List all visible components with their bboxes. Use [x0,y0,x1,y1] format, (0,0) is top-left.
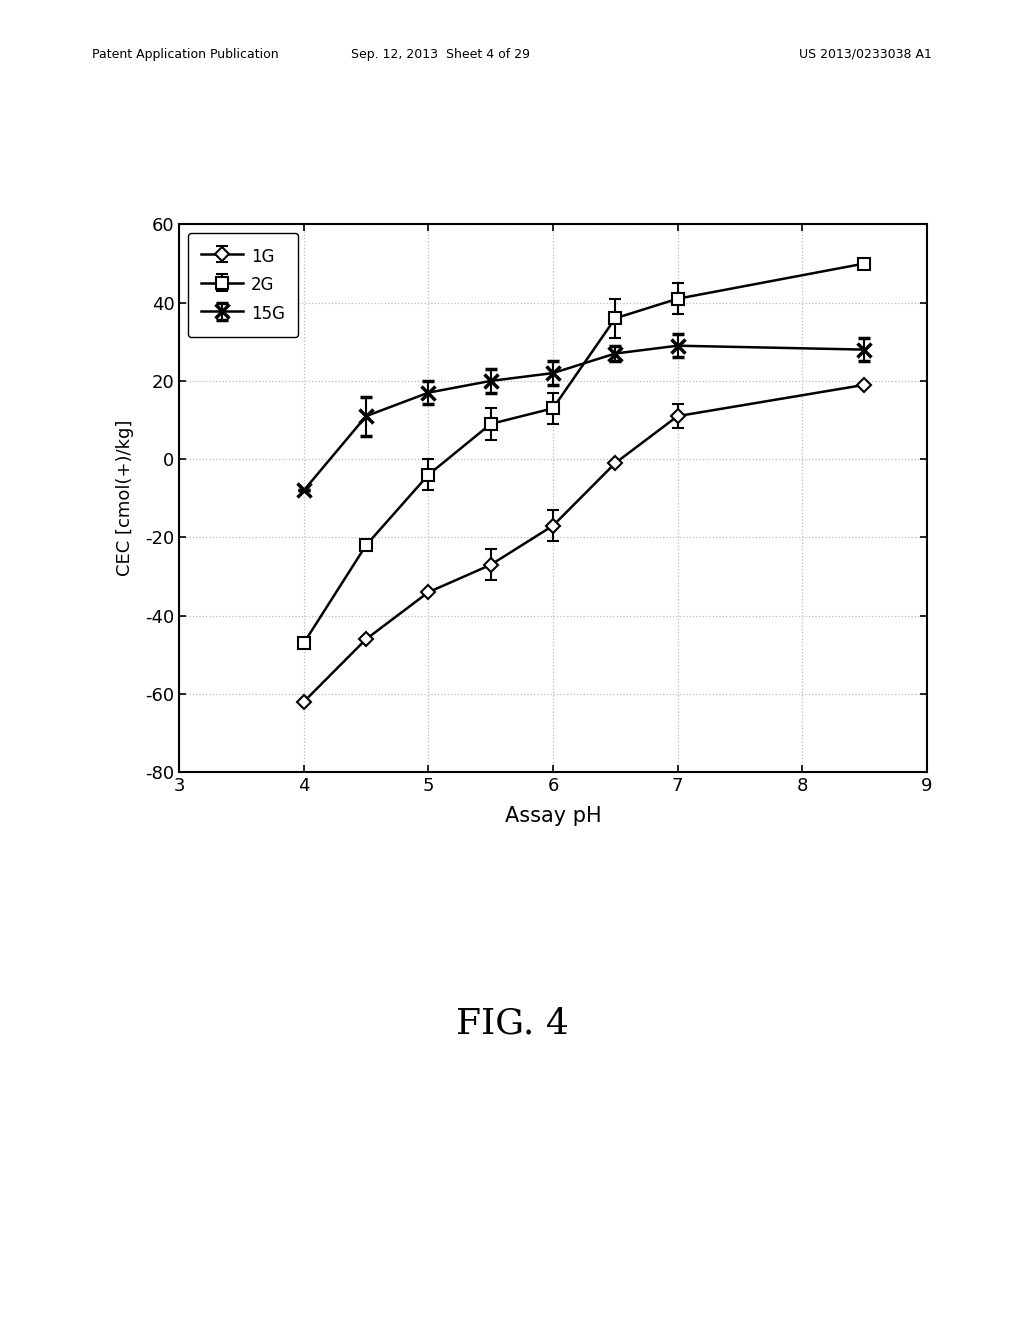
Text: Patent Application Publication: Patent Application Publication [92,48,279,61]
X-axis label: Assay pH: Assay pH [505,807,601,826]
Text: US 2013/0233038 A1: US 2013/0233038 A1 [799,48,932,61]
Y-axis label: CEC [cmol(+)/kg]: CEC [cmol(+)/kg] [116,420,134,577]
Legend: 1G, 2G, 15G: 1G, 2G, 15G [187,232,298,337]
Text: FIG. 4: FIG. 4 [456,1006,568,1040]
Text: Sep. 12, 2013  Sheet 4 of 29: Sep. 12, 2013 Sheet 4 of 29 [351,48,529,61]
